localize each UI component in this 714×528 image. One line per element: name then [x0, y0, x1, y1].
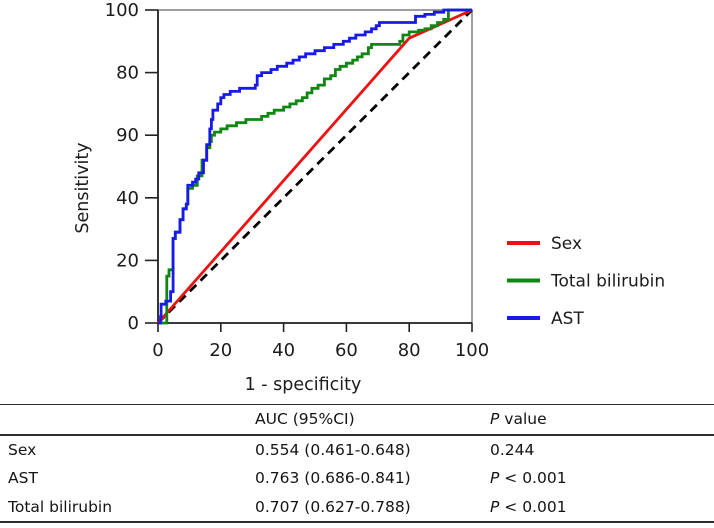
roc-curve-reference — [157, 9, 473, 324]
y-axis-title: Sensitivity — [73, 142, 93, 233]
roc-chart: 0 20 40 90 80 100 0 20 40 60 80 100 Sensitivity 1 - s… — [73, 0, 665, 395]
header-auc: AUC (95%CI) — [255, 410, 355, 429]
x-tick-label: 60 — [335, 340, 358, 361]
x-tick-label: 40 — [272, 340, 295, 361]
y-tick-label: 0 — [128, 313, 139, 334]
auc-value: 0.554 (0.461-0.648) — [255, 440, 411, 459]
auc-value: 0.763 (0.686-0.841) — [255, 469, 411, 487]
row-label: Total bilirubin — [8, 497, 113, 516]
legend-label-ast: AST — [551, 309, 584, 329]
header-pvalue: P value — [490, 410, 547, 429]
roc-curve-ast — [158, 8, 472, 325]
y-tick-label: 90 — [116, 125, 139, 146]
legend-label-sex: Sex — [551, 234, 582, 254]
roc-curve-total-bilirubin — [158, 8, 472, 325]
roc-curve-sex — [156, 8, 473, 324]
row-label: AST — [8, 469, 38, 487]
table-row-total-bilirubin: Total bilirubin 0.707 (0.627-0.788) P < … — [0, 493, 714, 522]
x-tick-label: 100 — [455, 340, 489, 361]
p-value: P < 0.001 — [490, 469, 567, 487]
p-value: 0.244 — [490, 440, 535, 459]
table-row-ast: AST 0.763 (0.686-0.841) P < 0.001 — [0, 464, 714, 493]
table-row-sex: Sex 0.554 (0.461-0.648) 0.244 — [0, 435, 714, 464]
x-axis-title: 1 - specificity — [245, 375, 362, 395]
x-tick-label: 80 — [398, 340, 421, 361]
y-tick-label: 100 — [105, 0, 139, 21]
header-blank — [0, 405, 255, 435]
y-tick-label: 40 — [116, 188, 139, 209]
p-value: P < 0.001 — [490, 497, 567, 516]
table-header-row: AUC (95%CI) P value — [0, 405, 714, 435]
y-tick-label: 80 — [116, 63, 139, 84]
y-tick-label: 20 — [116, 250, 139, 271]
legend-label-total-bilirubin: Total bilirubin — [550, 272, 665, 292]
auc-table: AUC (95%CI) P value Sex 0.554 (0.461-0.6… — [0, 404, 714, 523]
x-tick-label: 20 — [209, 340, 232, 361]
row-label: Sex — [8, 440, 37, 459]
auc-table-section: AUC (95%CI) P value Sex 0.554 (0.461-0.6… — [0, 404, 714, 523]
x-tick-label: 0 — [152, 340, 163, 361]
auc-value: 0.707 (0.627-0.788) — [255, 497, 411, 516]
